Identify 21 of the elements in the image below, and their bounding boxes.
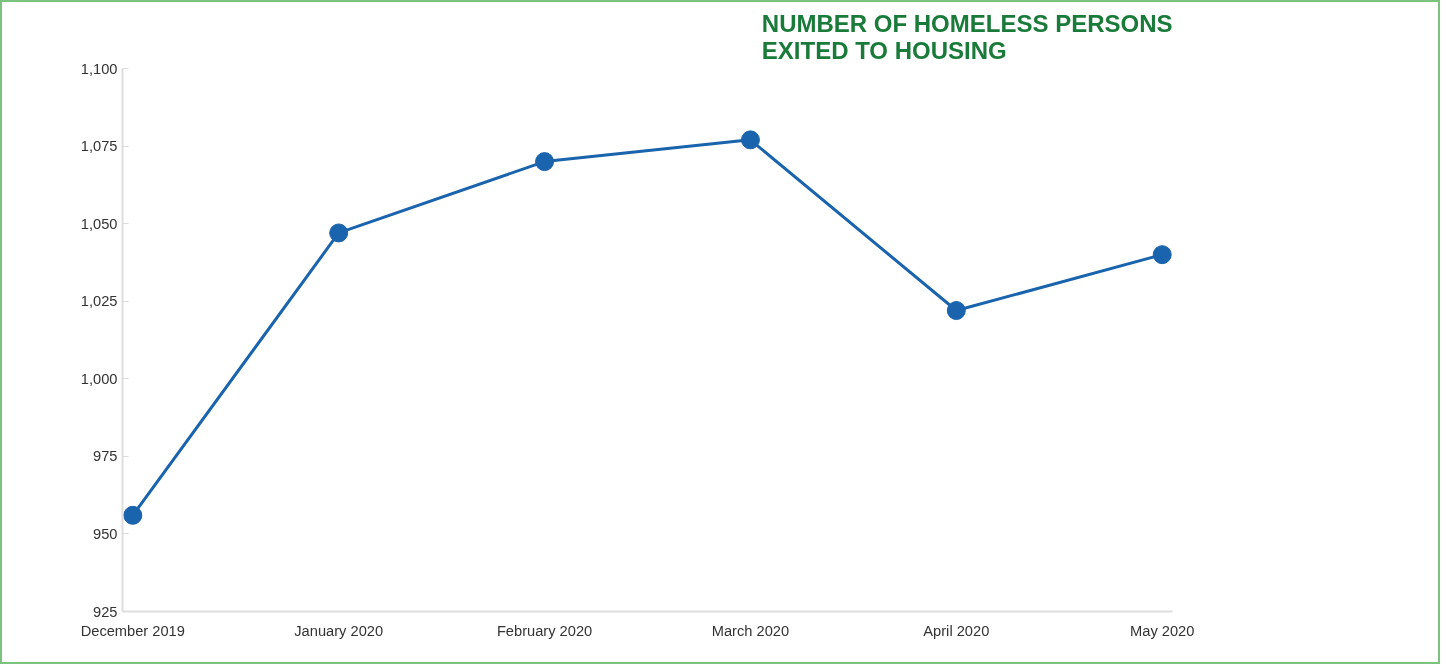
- x-tick-label: May 2020: [1130, 622, 1195, 639]
- y-tick-label: 1,025: [80, 293, 118, 310]
- y-tick-label: 1,100: [80, 60, 118, 77]
- y-tick-label: 1,075: [80, 138, 118, 155]
- y-tick-label: 950: [93, 525, 118, 542]
- y-tick-label: 1,000: [80, 370, 118, 387]
- point: [740, 130, 760, 150]
- chart-title: NUMBER OF HOMELESS PERSONS EXITED TO HOUSING: [761, 9, 1173, 64]
- point: [1152, 245, 1172, 265]
- y-tick-label: 925: [93, 603, 118, 620]
- x-tick-label: December 2019: [80, 622, 185, 639]
- point: [535, 152, 555, 172]
- y-tick-label: 1,050: [80, 215, 118, 232]
- point: [329, 223, 349, 243]
- y-tick-label: 975: [93, 448, 118, 465]
- point: [946, 301, 966, 321]
- x-tick-label: January 2020: [294, 622, 384, 639]
- x-tick-label: February 2020: [496, 622, 593, 639]
- x-tick-label: April 2020: [923, 622, 990, 639]
- point: [123, 505, 143, 525]
- x-tick-label: March 2020: [711, 622, 790, 639]
